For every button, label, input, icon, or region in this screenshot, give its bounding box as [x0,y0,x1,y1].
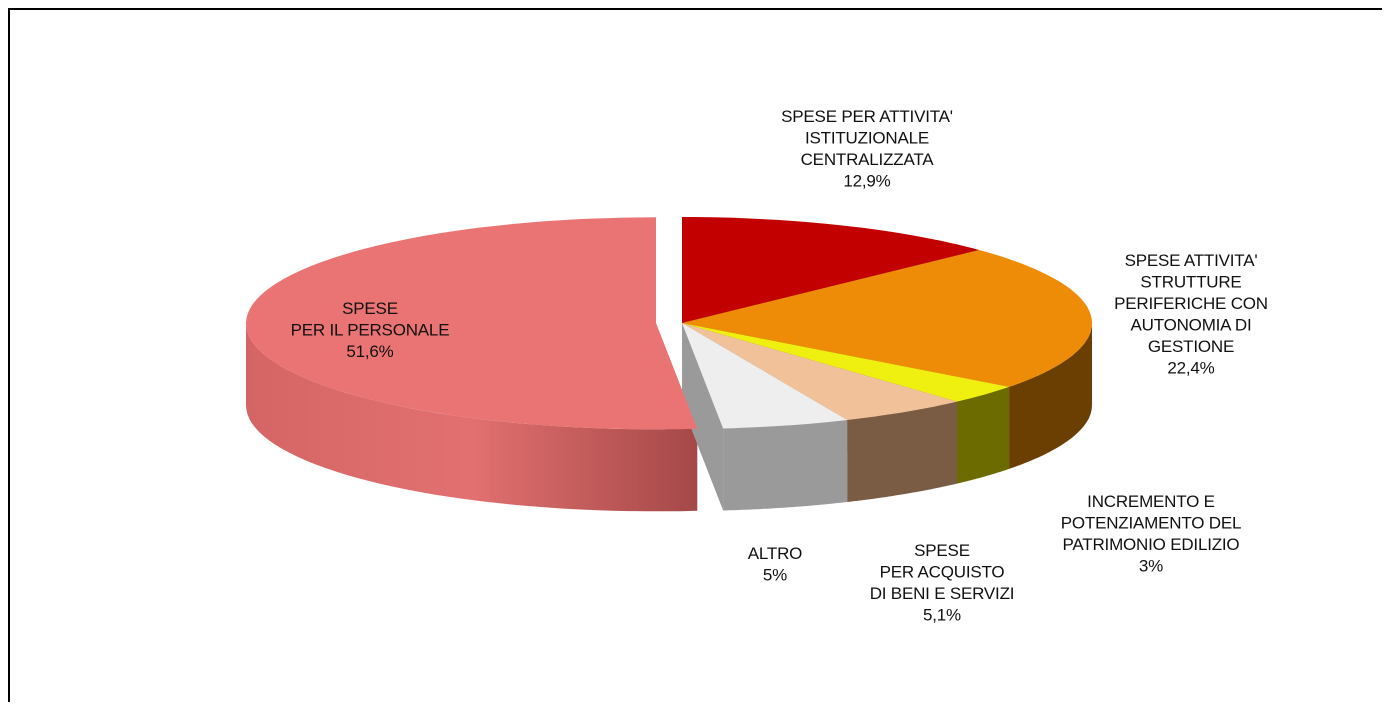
slice-wall [682,323,724,511]
slice-2-top [682,323,1010,402]
slice-4-top [682,323,848,429]
slice-0-label: SPESE PER ATTIVITA' ISTITUZIONALE CENTRALI… [781,107,953,191]
slice-3-label: SPESE PER ACQUISTO DI BENI E SERVIZI 5,1% [870,541,1015,625]
slice-rim [723,420,848,511]
slice-4-label: ALTRO 5% [748,544,802,585]
slice-rim [1009,323,1092,469]
slice-3-top [682,323,957,420]
slice-0-top [682,217,980,323]
slice-1-top [682,250,1092,387]
slice-rim [847,401,957,502]
slice-labels: SPESE PER ATTIVITA' ISTITUZIONALE CENTRALI… [291,107,1268,625]
chart-frame: SPESE PER ATTIVITA' ISTITUZIONALE CENTRALI… [8,8,1382,702]
slice-rim [957,386,1010,484]
pie-chart: SPESE PER ATTIVITA' ISTITUZIONALE CENTRALI… [246,107,1268,625]
slice-2-label: INCREMENTO E POTENZIAMENTO DEL PATRIMONIO … [1061,492,1241,576]
pie-tops [246,217,1092,430]
slice-5-label: SPESE PER IL PERSONALE 51,6% [291,299,450,361]
slice-rim [246,323,698,512]
slice-5-top [246,217,698,430]
slice-1-label: SPESE ATTIVITA' STRUTTURE PERIFERICHE CON A… [1114,251,1268,378]
